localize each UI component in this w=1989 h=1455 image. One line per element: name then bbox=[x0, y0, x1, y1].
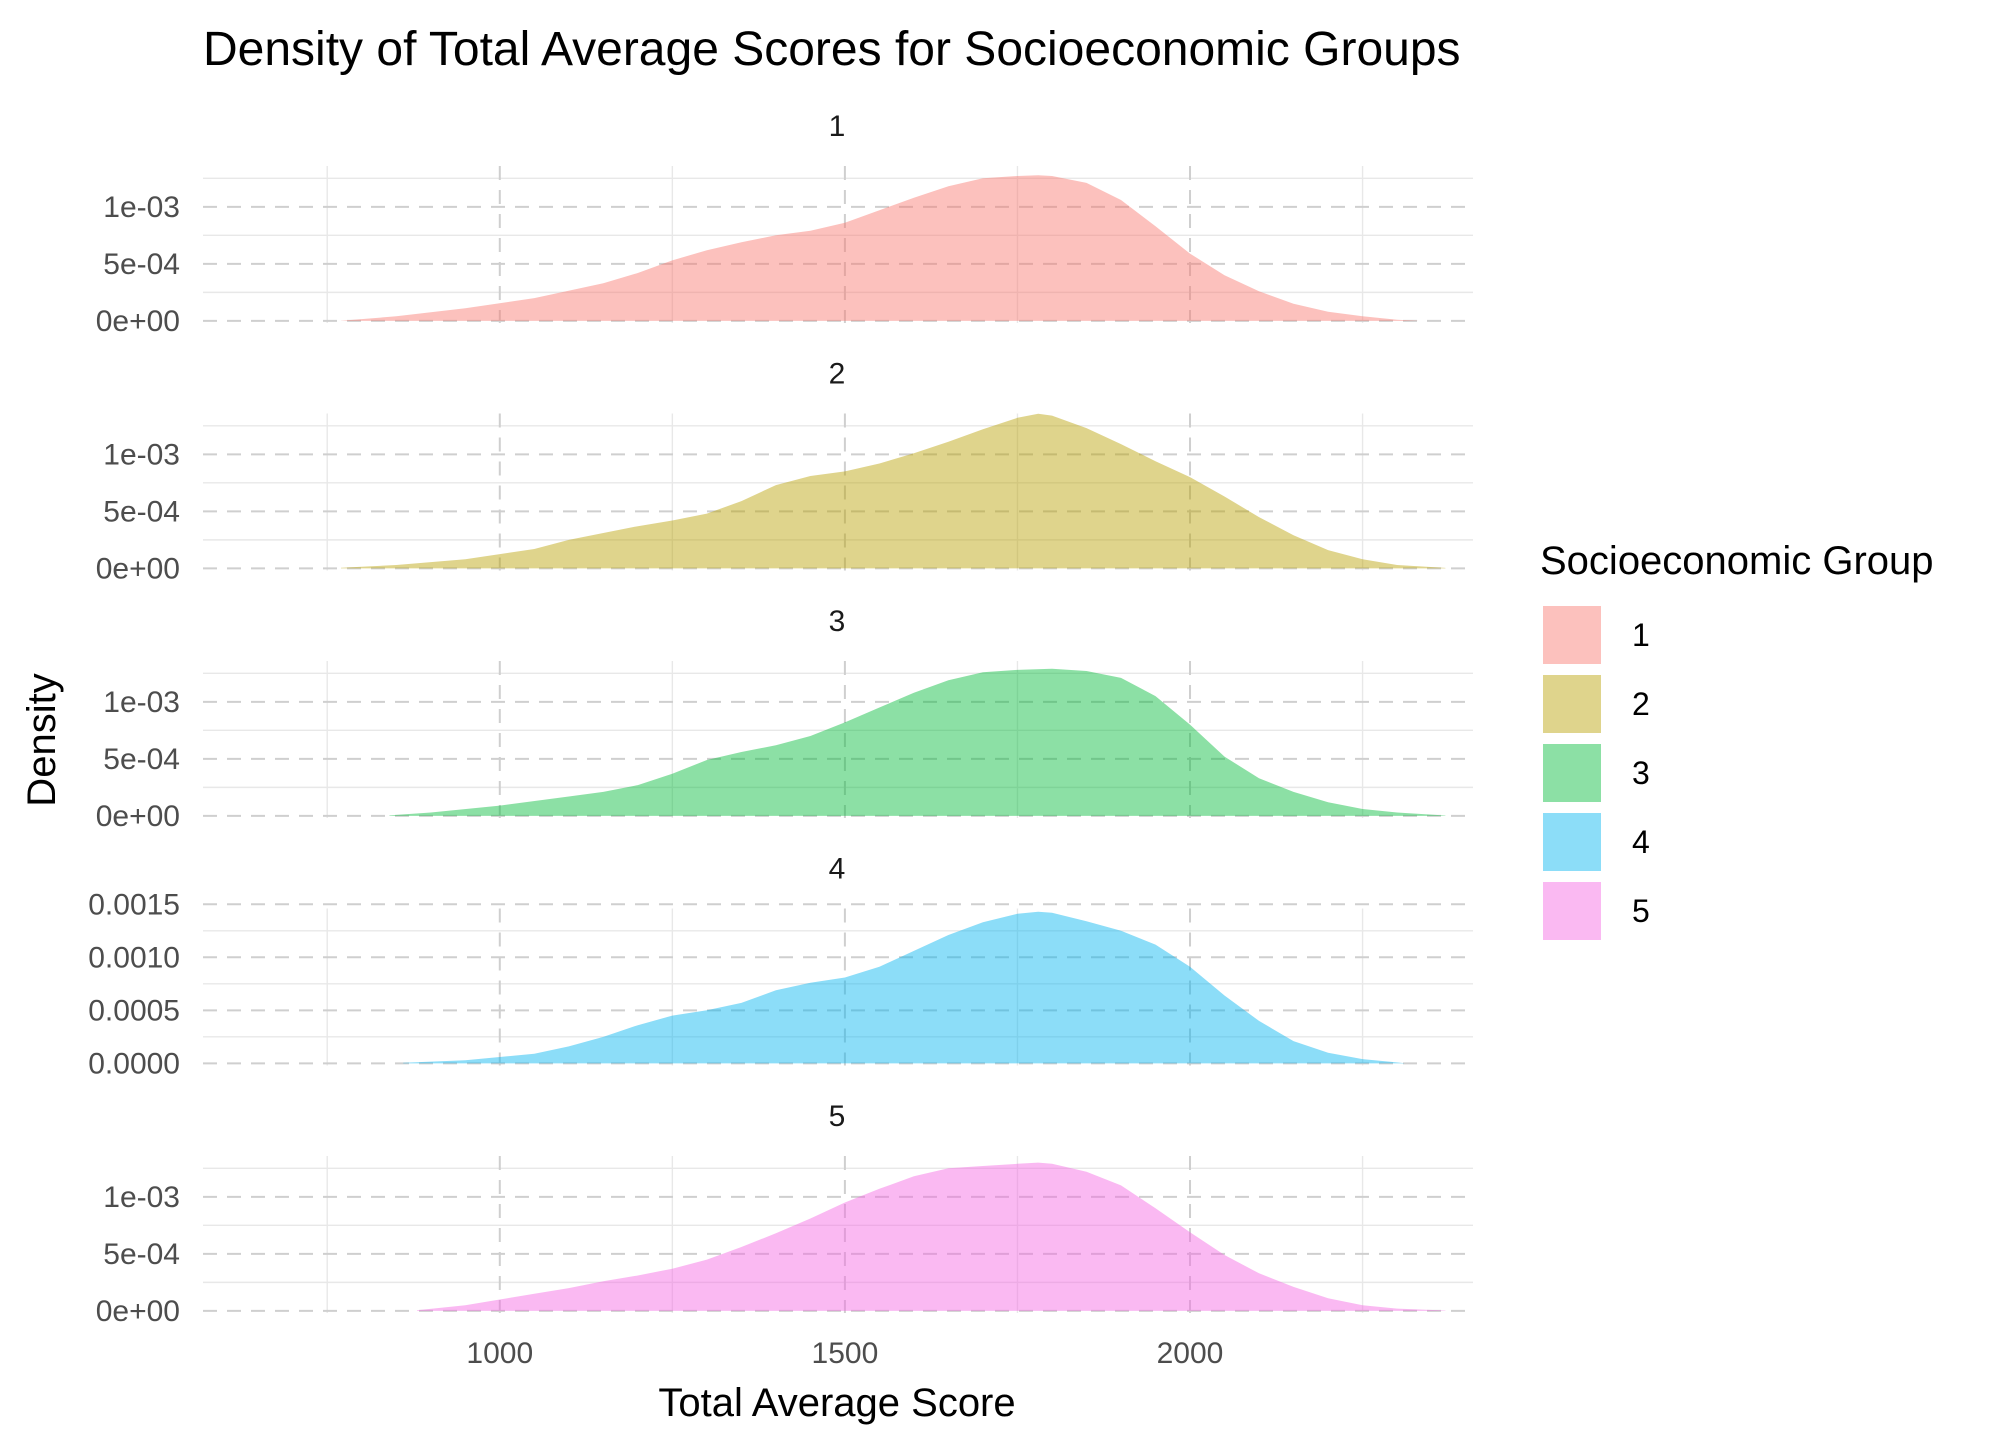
panel-strip-label: 5 bbox=[829, 1100, 846, 1133]
density-area-4 bbox=[403, 911, 1404, 1064]
density-area-1 bbox=[341, 175, 1418, 321]
panel-strip-label: 3 bbox=[829, 605, 846, 638]
y-tick-label: 0.0005 bbox=[88, 994, 180, 1027]
y-tick-label: 1e-03 bbox=[103, 438, 180, 471]
panel-5: 5 0e+00 5e-04 1e-03 bbox=[96, 1100, 1473, 1328]
panel-2: 2 0e+00 5e-04 1e-03 bbox=[96, 358, 1473, 585]
density-area-5 bbox=[417, 1162, 1446, 1311]
legend-label-2: 2 bbox=[1632, 686, 1650, 722]
x-tick-label: 2000 bbox=[1157, 1337, 1224, 1370]
legend: 1 2 3 4 5 bbox=[1543, 606, 1650, 940]
legend-label-5: 5 bbox=[1632, 893, 1650, 929]
legend-key-4 bbox=[1543, 813, 1601, 871]
legend-key-5 bbox=[1543, 882, 1601, 940]
legend-label-4: 4 bbox=[1632, 824, 1650, 860]
y-tick-label: 5e-04 bbox=[103, 1238, 180, 1271]
facet-panels: 1 0e+00 5e-04 1e-03 2 0e+00 5e-04 1e-03 3 0e+00 5e… bbox=[88, 110, 1473, 1370]
x-tick-label: 1500 bbox=[812, 1337, 879, 1370]
y-tick-label: 0e+00 bbox=[96, 1295, 180, 1328]
y-tick-label: 0.0015 bbox=[88, 888, 180, 921]
panel-1: 1 0e+00 5e-04 1e-03 bbox=[96, 110, 1473, 338]
x-tick-label: 1000 bbox=[466, 1337, 533, 1370]
y-tick-label: 0.0010 bbox=[88, 941, 180, 974]
panel-strip-label: 2 bbox=[829, 358, 846, 391]
y-tick-label: 0e+00 bbox=[96, 552, 180, 585]
panel-3: 3 0e+00 5e-04 1e-03 bbox=[96, 605, 1473, 833]
y-tick-label: 1e-03 bbox=[103, 686, 180, 719]
y-tick-label: 5e-04 bbox=[103, 248, 180, 281]
legend-label-3: 3 bbox=[1632, 755, 1650, 791]
legend-label-1: 1 bbox=[1632, 617, 1650, 653]
y-tick-label: 0e+00 bbox=[96, 305, 180, 338]
legend-key-1 bbox=[1543, 606, 1601, 664]
panel-4: 4 0.0000 0.0005 0.0010 0.0015 bbox=[88, 853, 1473, 1080]
y-axis-title: Density bbox=[20, 673, 64, 806]
y-tick-label: 0.0000 bbox=[88, 1047, 180, 1080]
legend-title: Socioeconomic Group bbox=[1540, 539, 1934, 583]
chart-title: Density of Total Average Scores for Soci… bbox=[203, 23, 1461, 76]
legend-key-2 bbox=[1543, 675, 1601, 733]
density-area-3 bbox=[389, 668, 1446, 816]
y-tick-label: 5e-04 bbox=[103, 743, 180, 776]
density-area-2 bbox=[341, 413, 1446, 569]
legend-key-3 bbox=[1543, 744, 1601, 802]
panel-strip-label: 4 bbox=[829, 853, 846, 886]
y-tick-label: 1e-03 bbox=[103, 1181, 180, 1214]
panel-strip-label: 1 bbox=[829, 110, 846, 143]
y-tick-label: 1e-03 bbox=[103, 191, 180, 224]
x-axis-title: Total Average Score bbox=[658, 1381, 1015, 1425]
y-tick-label: 0e+00 bbox=[96, 800, 180, 833]
y-tick-label: 5e-04 bbox=[103, 495, 180, 528]
